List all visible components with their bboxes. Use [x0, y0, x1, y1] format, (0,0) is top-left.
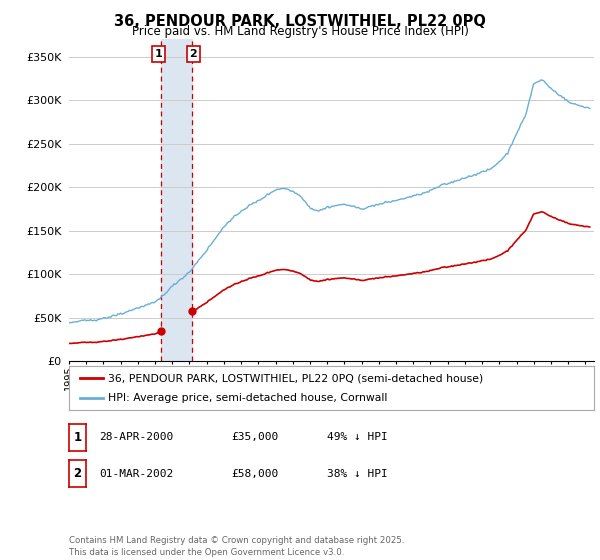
Text: 36, PENDOUR PARK, LOSTWITHIEL, PL22 0PQ (semi-detached house): 36, PENDOUR PARK, LOSTWITHIEL, PL22 0PQ …: [109, 373, 484, 383]
Text: 49% ↓ HPI: 49% ↓ HPI: [327, 432, 388, 442]
Text: £58,000: £58,000: [231, 469, 278, 479]
Text: Contains HM Land Registry data © Crown copyright and database right 2025.
This d: Contains HM Land Registry data © Crown c…: [69, 536, 404, 557]
Text: 1: 1: [73, 431, 82, 444]
Text: 38% ↓ HPI: 38% ↓ HPI: [327, 469, 388, 479]
Text: £35,000: £35,000: [231, 432, 278, 442]
Text: 36, PENDOUR PARK, LOSTWITHIEL, PL22 0PQ: 36, PENDOUR PARK, LOSTWITHIEL, PL22 0PQ: [114, 14, 486, 29]
Text: 2: 2: [190, 49, 197, 59]
Bar: [161, 39, 193, 361]
Text: HPI: Average price, semi-detached house, Cornwall: HPI: Average price, semi-detached house,…: [109, 393, 388, 403]
Text: 1: 1: [154, 49, 162, 59]
Text: Price paid vs. HM Land Registry's House Price Index (HPI): Price paid vs. HM Land Registry's House …: [131, 25, 469, 38]
Text: 01-MAR-2002: 01-MAR-2002: [99, 469, 173, 479]
Text: 28-APR-2000: 28-APR-2000: [99, 432, 173, 442]
Text: 2: 2: [73, 467, 82, 480]
